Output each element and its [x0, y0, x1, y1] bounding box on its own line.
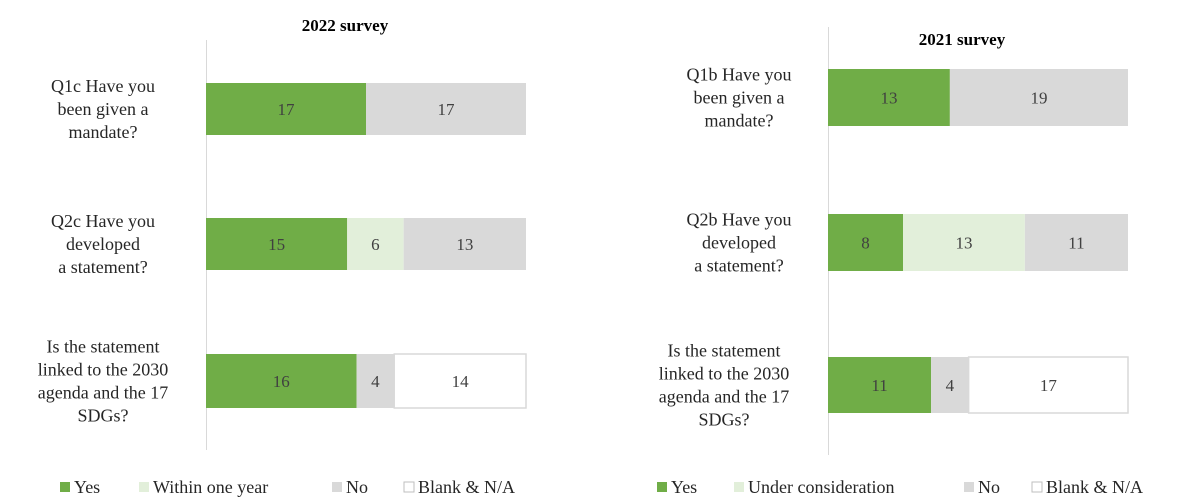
chart-title: 2021 survey [919, 30, 1006, 49]
category-label-line: agenda and the 17 [659, 387, 789, 407]
data-label: 11 [871, 376, 887, 395]
bar-segment [206, 218, 348, 270]
chart-2: 2021 survey 13 19 Q1b Have you been given a m… [657, 27, 1143, 497]
data-label: 17 [1040, 376, 1058, 395]
legend-label: Under consideration [748, 477, 894, 497]
data-label: 15 [268, 235, 285, 254]
category-label-line: mandate? [705, 111, 774, 131]
data-label: 13 [955, 234, 972, 253]
category-label: Q1c Have you been given a mandate? [51, 76, 155, 142]
bar-segment [393, 353, 527, 409]
category-label-line: Is the statement [668, 341, 781, 361]
bar-segment [1024, 214, 1128, 271]
category-label: Is the statement linked to the 2030 agenda… [659, 341, 789, 430]
bar-segment [967, 356, 1129, 414]
category-label-line: agenda and the 17 [38, 383, 168, 403]
bar-segment [828, 214, 903, 271]
bar-segment [931, 357, 969, 413]
data-label: 17 [278, 100, 296, 119]
data-label: 4 [371, 372, 380, 391]
category-label-line: been given a [58, 99, 149, 119]
category-label-line: a statement? [58, 257, 147, 277]
bar-segment [206, 354, 357, 408]
category-label-line: SDGs? [77, 406, 128, 426]
bar-segment [206, 83, 366, 135]
data-label: 13 [456, 235, 473, 254]
bar-segment [403, 218, 526, 270]
category-label: Q1b Have you been given a mandate? [687, 65, 792, 131]
legend-swatch [332, 482, 342, 492]
legend-label: Yes [671, 477, 697, 497]
category-label-line: Q1b Have you [687, 65, 792, 85]
legend-swatch [734, 482, 744, 492]
category-label-line: SDGs? [698, 410, 749, 430]
category-label-line: developed [66, 234, 140, 254]
data-label: 4 [946, 376, 955, 395]
bar-segment [828, 357, 932, 413]
chart-1: 2022 survey 17 17 Q1c Have you been given a m… [38, 16, 527, 497]
category-label-line: linked to the 2030 [38, 360, 168, 380]
legend-swatch [1031, 481, 1043, 493]
legend-label: Yes [74, 477, 100, 497]
category-label-line: Q1c Have you [51, 76, 155, 96]
category-label: Q2b Have you developed a statement? [687, 210, 792, 276]
category-label-line: developed [702, 233, 776, 253]
data-label: 6 [371, 235, 380, 254]
legend-label: No [346, 477, 368, 497]
legend-swatch [403, 481, 415, 493]
data-label: 13 [880, 89, 897, 108]
category-label-line: Is the statement [47, 337, 160, 357]
data-label: 8 [861, 234, 870, 253]
bar-segment [949, 69, 1128, 126]
data-label: 11 [1068, 234, 1084, 253]
legend-swatch [964, 482, 974, 492]
legend-swatch [60, 482, 70, 492]
chart-title: 2022 survey [302, 16, 389, 35]
data-label: 19 [1030, 89, 1047, 108]
legend-label: Blank & N/A [1046, 477, 1143, 497]
bar-segment [366, 83, 526, 135]
category-label-line: linked to the 2030 [659, 364, 789, 384]
bar-segment [828, 69, 950, 126]
bar-segment [356, 354, 395, 408]
category-label: Is the statement linked to the 2030 agenda… [38, 337, 168, 426]
category-label-line: Q2c Have you [51, 211, 155, 231]
legend-label: Blank & N/A [418, 477, 515, 497]
category-label-line: mandate? [69, 122, 138, 142]
data-label: 17 [438, 100, 456, 119]
legend-swatch [657, 482, 667, 492]
category-label-line: a statement? [694, 256, 783, 276]
category-label: Q2c Have you developed a statement? [51, 211, 155, 277]
bar-segment [903, 214, 1025, 271]
data-label: 16 [273, 372, 290, 391]
legend-label: No [978, 477, 1000, 497]
category-label-line: Q2b Have you [687, 210, 792, 230]
category-label-line: been given a [694, 88, 785, 108]
bar-segment [347, 218, 404, 270]
legend-swatch [139, 482, 149, 492]
legend-label: Within one year [153, 477, 268, 497]
data-label: 14 [452, 372, 470, 391]
